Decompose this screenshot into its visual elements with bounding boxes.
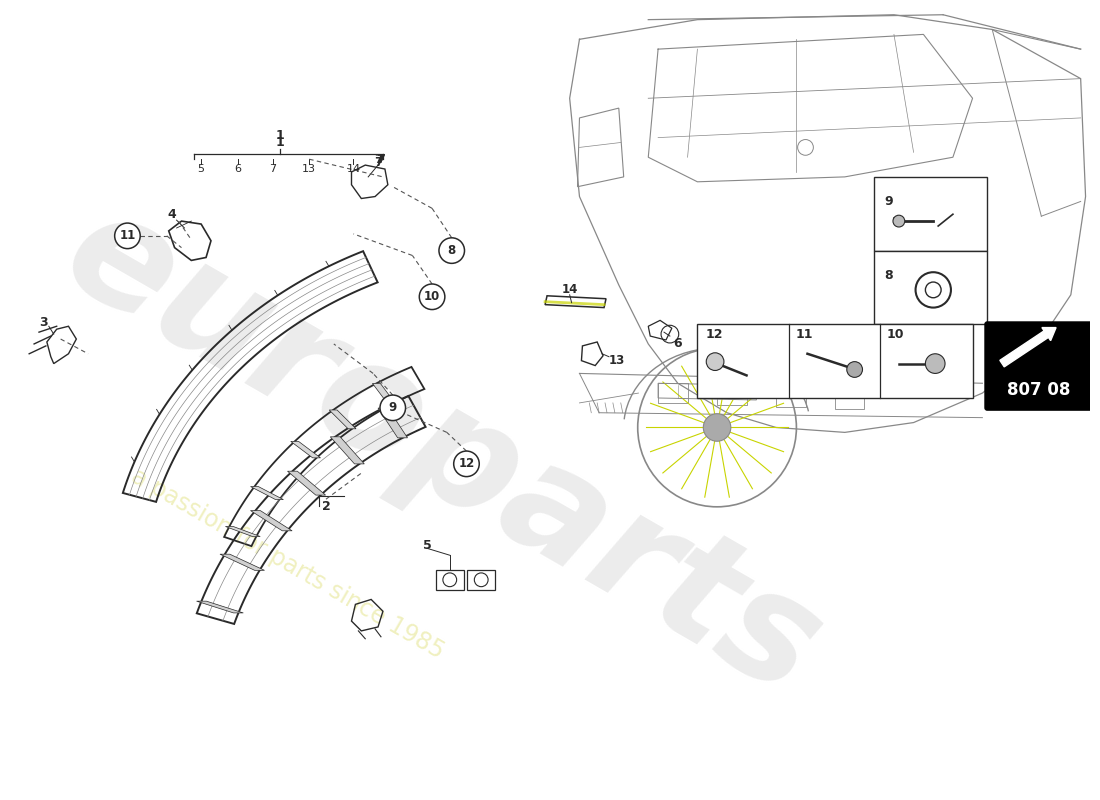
Text: 8: 8 [884, 269, 893, 282]
Text: 7: 7 [374, 153, 383, 166]
Circle shape [419, 284, 444, 310]
FancyArrow shape [1000, 327, 1056, 367]
Text: 1: 1 [275, 136, 284, 149]
Circle shape [925, 354, 945, 374]
Circle shape [703, 414, 730, 442]
Polygon shape [330, 437, 364, 464]
Text: 4: 4 [167, 208, 176, 221]
Text: 13: 13 [302, 164, 316, 174]
Text: 11: 11 [795, 328, 813, 341]
FancyBboxPatch shape [986, 322, 1092, 410]
Text: 14: 14 [346, 164, 361, 174]
Text: 6: 6 [234, 164, 241, 174]
Text: 12: 12 [705, 328, 723, 341]
Polygon shape [329, 410, 356, 429]
Text: 7: 7 [374, 156, 383, 169]
Text: 12: 12 [459, 458, 474, 470]
Text: 9: 9 [884, 195, 893, 208]
Text: 2: 2 [321, 499, 330, 513]
FancyBboxPatch shape [874, 250, 988, 324]
Text: 11: 11 [119, 230, 135, 242]
Text: 7: 7 [376, 153, 385, 166]
Polygon shape [378, 408, 407, 438]
Text: 9: 9 [388, 402, 397, 414]
Text: 3: 3 [40, 316, 48, 329]
Circle shape [847, 362, 862, 378]
Polygon shape [251, 510, 293, 531]
Polygon shape [251, 486, 284, 499]
Text: 7: 7 [376, 153, 385, 166]
Text: 13: 13 [609, 354, 625, 367]
Text: europarts: europarts [39, 176, 845, 728]
Circle shape [114, 223, 140, 249]
Text: 1: 1 [275, 129, 284, 142]
Text: a passion for parts since 1985: a passion for parts since 1985 [128, 464, 449, 663]
Text: 8: 8 [448, 244, 455, 257]
Polygon shape [290, 442, 320, 458]
Text: 14: 14 [561, 283, 578, 296]
Text: 807 08: 807 08 [1006, 381, 1070, 399]
Circle shape [925, 282, 942, 298]
Polygon shape [226, 526, 261, 537]
Circle shape [439, 238, 464, 263]
Text: 5: 5 [198, 164, 205, 174]
FancyBboxPatch shape [874, 177, 988, 250]
Polygon shape [220, 554, 264, 570]
Circle shape [893, 215, 905, 227]
Circle shape [453, 451, 480, 477]
Text: 5: 5 [422, 539, 431, 552]
FancyBboxPatch shape [697, 324, 972, 398]
Polygon shape [373, 383, 396, 404]
Text: 10: 10 [424, 290, 440, 303]
Circle shape [379, 395, 406, 421]
Text: 7: 7 [270, 164, 276, 174]
Polygon shape [287, 471, 326, 495]
Polygon shape [197, 601, 243, 613]
Circle shape [706, 353, 724, 370]
Text: 10: 10 [887, 328, 903, 341]
Text: 6: 6 [673, 338, 682, 350]
